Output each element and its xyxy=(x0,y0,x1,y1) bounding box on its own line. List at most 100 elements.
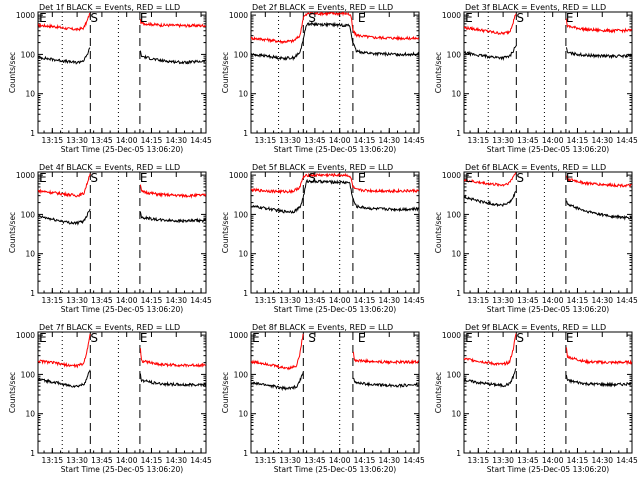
panel-title: Det 8f BLACK = Events, RED = LLD xyxy=(252,323,393,332)
y-tick-label: 1000 xyxy=(442,171,461,180)
x-tick-label: 14:00 xyxy=(116,456,138,465)
x-tick-label: 13:30 xyxy=(492,136,514,145)
panel-title: Det 3f BLACK = Events, RED = LLD xyxy=(465,3,606,12)
x-tick-label: 14:45 xyxy=(190,456,212,465)
y-tick-label: 100 xyxy=(447,50,462,59)
y-tick-label: 100 xyxy=(234,50,249,59)
y-axis-title: Counts/sec xyxy=(434,212,443,253)
x-tick-label: 14:30 xyxy=(165,296,187,305)
x-tick-label: 14:15 xyxy=(141,296,163,305)
x-axis-title: Start Time (25-Dec-05 13:06:20) xyxy=(487,305,609,314)
x-tick-label: 13:15 xyxy=(42,456,64,465)
x-tick-label: 14:15 xyxy=(354,136,376,145)
phase-marker-label: E xyxy=(566,11,574,25)
y-tick-label: 1 xyxy=(243,449,248,458)
panel-5: Det 5f BLACK = Events, RED = LLD 1 10 100 10… xyxy=(221,163,425,314)
x-tick-label: 14:30 xyxy=(591,456,613,465)
x-tick-label: 14:30 xyxy=(378,296,400,305)
x-tick-label: 14:00 xyxy=(116,136,138,145)
x-tick-label: 13:45 xyxy=(304,456,326,465)
phase-marker-label: E xyxy=(465,331,473,345)
panel-title: Det 1f BLACK = Events, RED = LLD xyxy=(39,3,180,12)
x-tick-label: 14:00 xyxy=(542,456,564,465)
panel-title: Det 9f BLACK = Events, RED = LLD xyxy=(465,323,606,332)
y-tick-label: 10 xyxy=(25,250,35,259)
x-tick-label: 13:15 xyxy=(468,136,490,145)
x-axis-title: Start Time (25-Dec-05 13:06:20) xyxy=(61,305,183,314)
x-tick-label: 14:30 xyxy=(165,456,187,465)
x-axis-title: Start Time (25-Dec-05 13:06:20) xyxy=(487,145,609,154)
phase-marker-label: E xyxy=(358,331,366,345)
lld-series-line xyxy=(38,333,206,369)
panel-title: Det 4f BLACK = Events, RED = LLD xyxy=(39,163,180,172)
x-tick-label: 13:45 xyxy=(517,136,539,145)
x-tick-label: 14:45 xyxy=(403,456,425,465)
phase-marker-label: E xyxy=(566,171,574,185)
x-tick-label: 13:45 xyxy=(304,136,326,145)
x-tick-label: 14:00 xyxy=(116,296,138,305)
panel-title: Det 7f BLACK = Events, RED = LLD xyxy=(39,323,180,332)
panel-4: Det 4f BLACK = Events, RED = LLD 1 10 100 10… xyxy=(8,163,212,314)
phase-marker-label: E xyxy=(140,11,148,25)
y-tick-label: 100 xyxy=(21,210,36,219)
phase-marker-label: E xyxy=(465,171,473,185)
panel-8: Det 8f BLACK = Events, RED = LLD 1 10 100 10… xyxy=(221,323,425,474)
y-tick-label: 1 xyxy=(456,449,461,458)
y-tick-label: 10 xyxy=(238,250,248,259)
lld-series-line xyxy=(251,172,419,195)
x-tick-label: 14:00 xyxy=(542,136,564,145)
y-tick-label: 1 xyxy=(30,449,35,458)
phase-marker-label: E xyxy=(566,331,574,345)
x-tick-label: 14:45 xyxy=(190,296,212,305)
y-tick-label: 100 xyxy=(234,210,249,219)
phase-marker-label: S xyxy=(516,171,524,185)
x-tick-label: 13:45 xyxy=(304,296,326,305)
panel-2: Det 2f BLACK = Events, RED = LLD 1 10 100 10… xyxy=(221,3,425,154)
y-axis-title: Counts/sec xyxy=(434,372,443,413)
y-tick-label: 1 xyxy=(456,129,461,138)
y-tick-label: 1000 xyxy=(229,331,248,340)
x-tick-label: 14:45 xyxy=(403,136,425,145)
plot-frame xyxy=(37,11,207,134)
x-axis-title: Start Time (25-Dec-05 13:06:20) xyxy=(61,145,183,154)
phase-marker-label: E xyxy=(252,331,260,345)
x-tick-label: 14:00 xyxy=(329,296,351,305)
plot-frame xyxy=(463,331,633,454)
panel-title: Det 5f BLACK = Events, RED = LLD xyxy=(252,163,393,172)
x-tick-label: 14:45 xyxy=(403,296,425,305)
y-axis-title: Counts/sec xyxy=(221,372,230,413)
y-axis-title: Counts/sec xyxy=(8,52,17,93)
plot-frame xyxy=(463,11,633,134)
x-tick-label: 13:30 xyxy=(279,456,301,465)
y-axis-title: Counts/sec xyxy=(221,212,230,253)
x-tick-label: 13:30 xyxy=(279,296,301,305)
plot-frame xyxy=(463,171,633,294)
x-tick-label: 13:45 xyxy=(91,136,113,145)
x-tick-label: 14:30 xyxy=(378,136,400,145)
panel-title: Det 2f BLACK = Events, RED = LLD xyxy=(252,3,393,12)
phase-marker-label: E xyxy=(39,171,47,185)
x-tick-label: 14:45 xyxy=(190,136,212,145)
events-series-line xyxy=(464,190,632,221)
phase-marker-label: E xyxy=(39,331,47,345)
x-tick-label: 14:00 xyxy=(542,296,564,305)
events-series-line xyxy=(38,208,206,226)
y-tick-label: 1 xyxy=(243,289,248,298)
y-tick-label: 10 xyxy=(451,90,461,99)
y-tick-label: 10 xyxy=(238,410,248,419)
y-tick-label: 1 xyxy=(30,129,35,138)
phase-marker-label: S xyxy=(308,11,316,25)
y-tick-label: 100 xyxy=(447,210,462,219)
x-tick-label: 13:30 xyxy=(492,296,514,305)
x-tick-label: 14:45 xyxy=(616,136,638,145)
phase-marker-label: S xyxy=(308,171,316,185)
x-tick-label: 13:45 xyxy=(517,296,539,305)
y-tick-label: 100 xyxy=(234,370,249,379)
x-tick-label: 13:45 xyxy=(517,456,539,465)
y-tick-label: 1000 xyxy=(442,11,461,20)
x-axis-title: Start Time (25-Dec-05 13:06:20) xyxy=(274,465,396,474)
y-tick-label: 1 xyxy=(243,129,248,138)
x-tick-label: 14:15 xyxy=(141,136,163,145)
x-tick-label: 13:15 xyxy=(42,136,64,145)
x-tick-label: 13:30 xyxy=(66,456,88,465)
